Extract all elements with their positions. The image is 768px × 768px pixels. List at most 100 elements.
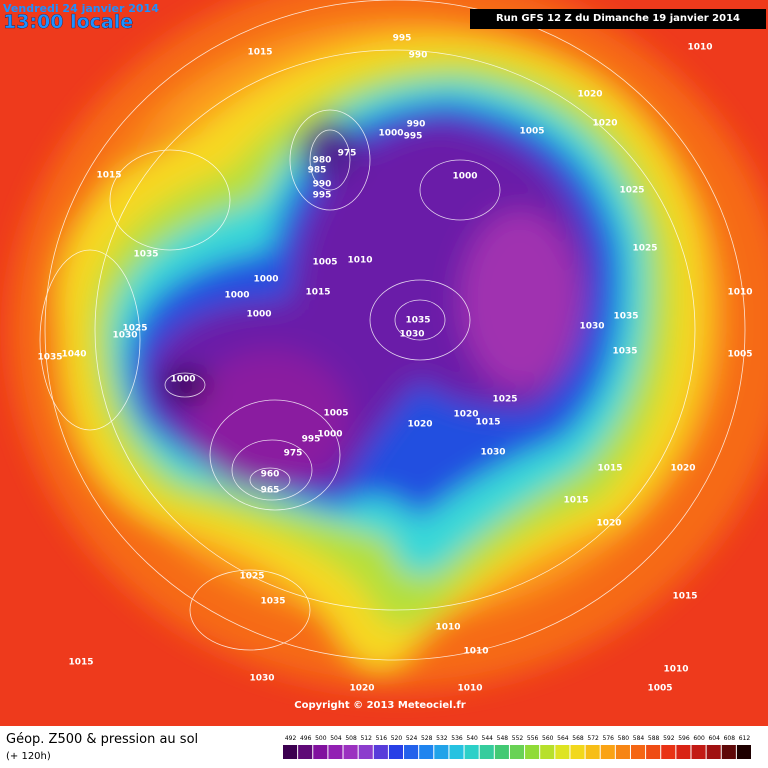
- colorbar-swatch: [283, 745, 298, 759]
- isobar-label: 1025: [122, 324, 147, 334]
- isobar-label: 1020: [670, 464, 695, 474]
- colorbar-label: 540: [466, 735, 478, 742]
- colorbar-swatch: [373, 745, 388, 759]
- colorbar-label: 492: [285, 735, 297, 742]
- isobar-label: 995: [313, 191, 332, 201]
- colorbar-swatch: [630, 745, 646, 759]
- colorbar-label: 568: [572, 735, 584, 742]
- colorbar-label: 576: [603, 735, 615, 742]
- colorbar-swatch: [358, 745, 373, 759]
- isobar-label: 990: [407, 120, 426, 130]
- isobar-label: 1030: [112, 331, 137, 341]
- colorbar-label: 580: [618, 735, 630, 742]
- isobar-label: 1000: [224, 291, 249, 301]
- colorbar-label: 528: [421, 735, 433, 742]
- colorbar-swatch: [449, 745, 464, 759]
- colorbar-label: 608: [724, 735, 736, 742]
- colorbar-label: 504: [330, 735, 342, 742]
- colorbar-label: 592: [663, 735, 675, 742]
- isobar-label: 1015: [672, 592, 697, 602]
- colorbar-swatch: [691, 745, 706, 759]
- colorbar-swatch: [525, 745, 540, 759]
- isobar-label: 1005: [312, 258, 337, 268]
- isobar-label: 1020: [592, 119, 617, 129]
- isobar-label: 980: [313, 156, 332, 166]
- colorbar-label: 548: [497, 735, 509, 742]
- colorbar-swatch: [464, 745, 479, 759]
- isobar-label: 1020: [349, 684, 374, 694]
- colorbar-swatch: [298, 745, 313, 759]
- isobar-label: 975: [284, 449, 303, 459]
- colorbar-label: 524: [406, 735, 418, 742]
- colorbar-label: 520: [391, 735, 403, 742]
- colorbar-swatch: [479, 745, 494, 759]
- isobar-label: 1010: [663, 665, 688, 675]
- isobar-label: 1000: [317, 430, 342, 440]
- colorbar-label: 596: [678, 735, 690, 742]
- isobar-label: 1005: [727, 350, 752, 360]
- isobar-label: 1015: [247, 48, 272, 58]
- isobar-label: 995: [404, 132, 423, 142]
- colorbar-swatch: [434, 745, 449, 759]
- isobar-label: 960: [261, 470, 280, 480]
- isobar-label: 1035: [405, 316, 430, 326]
- colorbar-label: 516: [376, 735, 388, 742]
- isobar-label: 995: [393, 34, 412, 44]
- colorbar-swatch: [555, 745, 570, 759]
- isobar-label: 1015: [96, 171, 121, 181]
- isobar-label: 1020: [577, 90, 602, 100]
- colorbar-swatch: [343, 745, 358, 759]
- colorbar-label: 572: [587, 735, 599, 742]
- isobar-label: 1025: [619, 186, 644, 196]
- colorbar-swatch: [419, 745, 434, 759]
- colorbar-swatch: [404, 745, 419, 759]
- colorbar-label: 512: [360, 735, 372, 742]
- isobar-label: 1000: [452, 172, 477, 182]
- copyright: Copyright © 2013 Meteociel.fr: [294, 700, 465, 711]
- run-info: Run GFS 12 Z du Dimanche 19 janvier 2014: [496, 13, 740, 24]
- isobar-label: 1025: [632, 244, 657, 254]
- colorbar-label: 560: [542, 735, 554, 742]
- isobar-label: 1015: [597, 464, 622, 474]
- map-background: [0, 0, 768, 726]
- lead-time: (+ 120h): [6, 751, 51, 762]
- isobar-label: 1000: [170, 375, 195, 385]
- colorbar-label: 552: [512, 735, 524, 742]
- colorbar-swatch: [388, 745, 404, 759]
- isobar-label: 1015: [475, 418, 500, 428]
- isobar-label: 1040: [61, 350, 86, 360]
- isobar-label: 965: [261, 486, 280, 496]
- colorbar-label: 556: [527, 735, 539, 742]
- isobar-label: 1035: [133, 250, 158, 260]
- isobar-label: 990: [313, 180, 332, 190]
- colorbar-swatch: [721, 745, 736, 759]
- colorbar-swatch: [540, 745, 555, 759]
- colorbar-swatch: [328, 745, 343, 759]
- valid-date: Vendredi 24 janvier 2014: [3, 2, 159, 15]
- isobar-label: 1035: [260, 597, 285, 607]
- colorbar-swatch: [706, 745, 721, 759]
- local-time: 13:00 locale: [3, 11, 133, 33]
- isobar-label: 1025: [492, 395, 517, 405]
- colorbar-swatch: [494, 745, 509, 759]
- isobar-label: 1020: [407, 420, 432, 430]
- isobar-label: 1030: [249, 674, 274, 684]
- isobar-label: 1005: [323, 409, 348, 419]
- isobar-label: 1020: [596, 519, 621, 529]
- isobar-label: 1035: [37, 353, 62, 363]
- isobar-label: 1005: [519, 127, 544, 137]
- footer-title: Géop. Z500 & pression au sol: [6, 732, 198, 747]
- colorbar-label: 544: [482, 735, 494, 742]
- isobar-label: 1000: [378, 129, 403, 139]
- colorbar-label: 604: [708, 735, 720, 742]
- isobar-label: 1000: [253, 275, 278, 285]
- colorbar-swatch: [585, 745, 600, 759]
- isobar-label: 1010: [687, 43, 712, 53]
- colorbar-swatch: [736, 745, 751, 759]
- colorbar-swatch: [646, 745, 661, 759]
- colorbar-label: 536: [451, 735, 463, 742]
- colorbar-swatch: [570, 745, 585, 759]
- isobar-label: 1005: [647, 684, 672, 694]
